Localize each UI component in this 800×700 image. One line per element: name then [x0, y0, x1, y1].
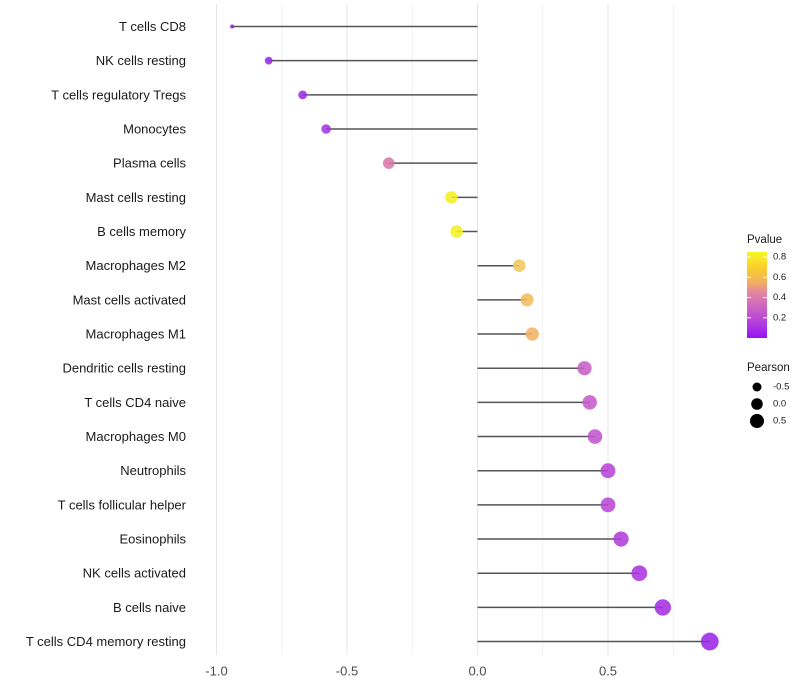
pearson-legend-dot [752, 382, 762, 392]
pearson-legend-item-label: 0.0 [773, 399, 786, 410]
lollipop-dot [230, 24, 235, 29]
y-axis-label: Monocytes [123, 122, 186, 137]
y-axis-label: Eosinophils [120, 532, 187, 547]
y-axis-label: Macrophages M0 [86, 429, 186, 444]
y-axis-label: NK cells resting [96, 53, 186, 68]
y-axis-label: Macrophages M2 [86, 258, 186, 273]
lollipop-dot [520, 293, 534, 307]
y-axis-label: Neutrophils [120, 463, 186, 478]
y-axis-label: NK cells activated [83, 566, 186, 581]
y-axis-label: T cells CD8 [119, 19, 186, 34]
pvalue-legend-tick-label: 0.6 [773, 272, 786, 283]
y-axis-label: Plasma cells [113, 156, 186, 171]
lollipop-dot [450, 225, 463, 238]
lollipop-dot [321, 124, 331, 134]
pearson-legend-dot [750, 414, 764, 428]
lollipop-dot [264, 56, 273, 65]
x-axis-tick-label: 0.5 [599, 664, 617, 679]
pvalue-colorbar [747, 252, 767, 338]
pearson-legend-dot [751, 398, 763, 410]
y-axis-label: Mast cells activated [73, 292, 186, 307]
pvalue-legend-tick-label: 0.8 [773, 252, 786, 263]
pvalue-legend-title: Pvalue [747, 234, 782, 246]
lollipop-dot [577, 361, 592, 376]
pearson-legend-title: Pearson [747, 362, 790, 374]
pearson-legend-item-label: 0.5 [773, 416, 786, 427]
lollipop-dot [298, 90, 308, 100]
lollipop-dot [613, 531, 629, 547]
y-axis-label: T cells regulatory Tregs [51, 87, 186, 102]
x-axis-tick-label: -1.0 [205, 664, 227, 679]
lollipop-dot [525, 327, 539, 341]
lollipop-dot [512, 259, 526, 272]
y-axis-label: B cells memory [97, 224, 186, 239]
lollipop-dot [587, 429, 603, 444]
y-axis-label: T cells follicular helper [58, 497, 187, 512]
lollipop-dot [445, 191, 458, 204]
lollipop-dot [700, 632, 719, 651]
lollipop-dot [582, 395, 597, 410]
y-axis-label: T cells CD4 naive [84, 395, 186, 410]
y-axis-label: T cells CD4 memory resting [26, 634, 186, 649]
x-axis-tick-label: -0.5 [336, 664, 358, 679]
pearson-legend-item-label: -0.5 [773, 382, 789, 393]
pvalue-legend-tick-label: 0.2 [773, 312, 786, 323]
pvalue-legend-tick-label: 0.4 [773, 292, 786, 303]
lollipop-dot [600, 497, 616, 513]
lollipop-dot [631, 565, 648, 582]
y-axis-label: B cells naive [113, 600, 186, 615]
y-axis-label: Mast cells resting [86, 190, 186, 205]
y-axis-label: Macrophages M1 [86, 327, 186, 342]
lollipop-dot [654, 599, 672, 616]
x-axis-tick-label: 0.0 [468, 664, 486, 679]
lollipop-dot [382, 157, 395, 169]
y-axis-label: Dendritic cells resting [62, 361, 186, 376]
lollipop-dot [600, 463, 616, 479]
